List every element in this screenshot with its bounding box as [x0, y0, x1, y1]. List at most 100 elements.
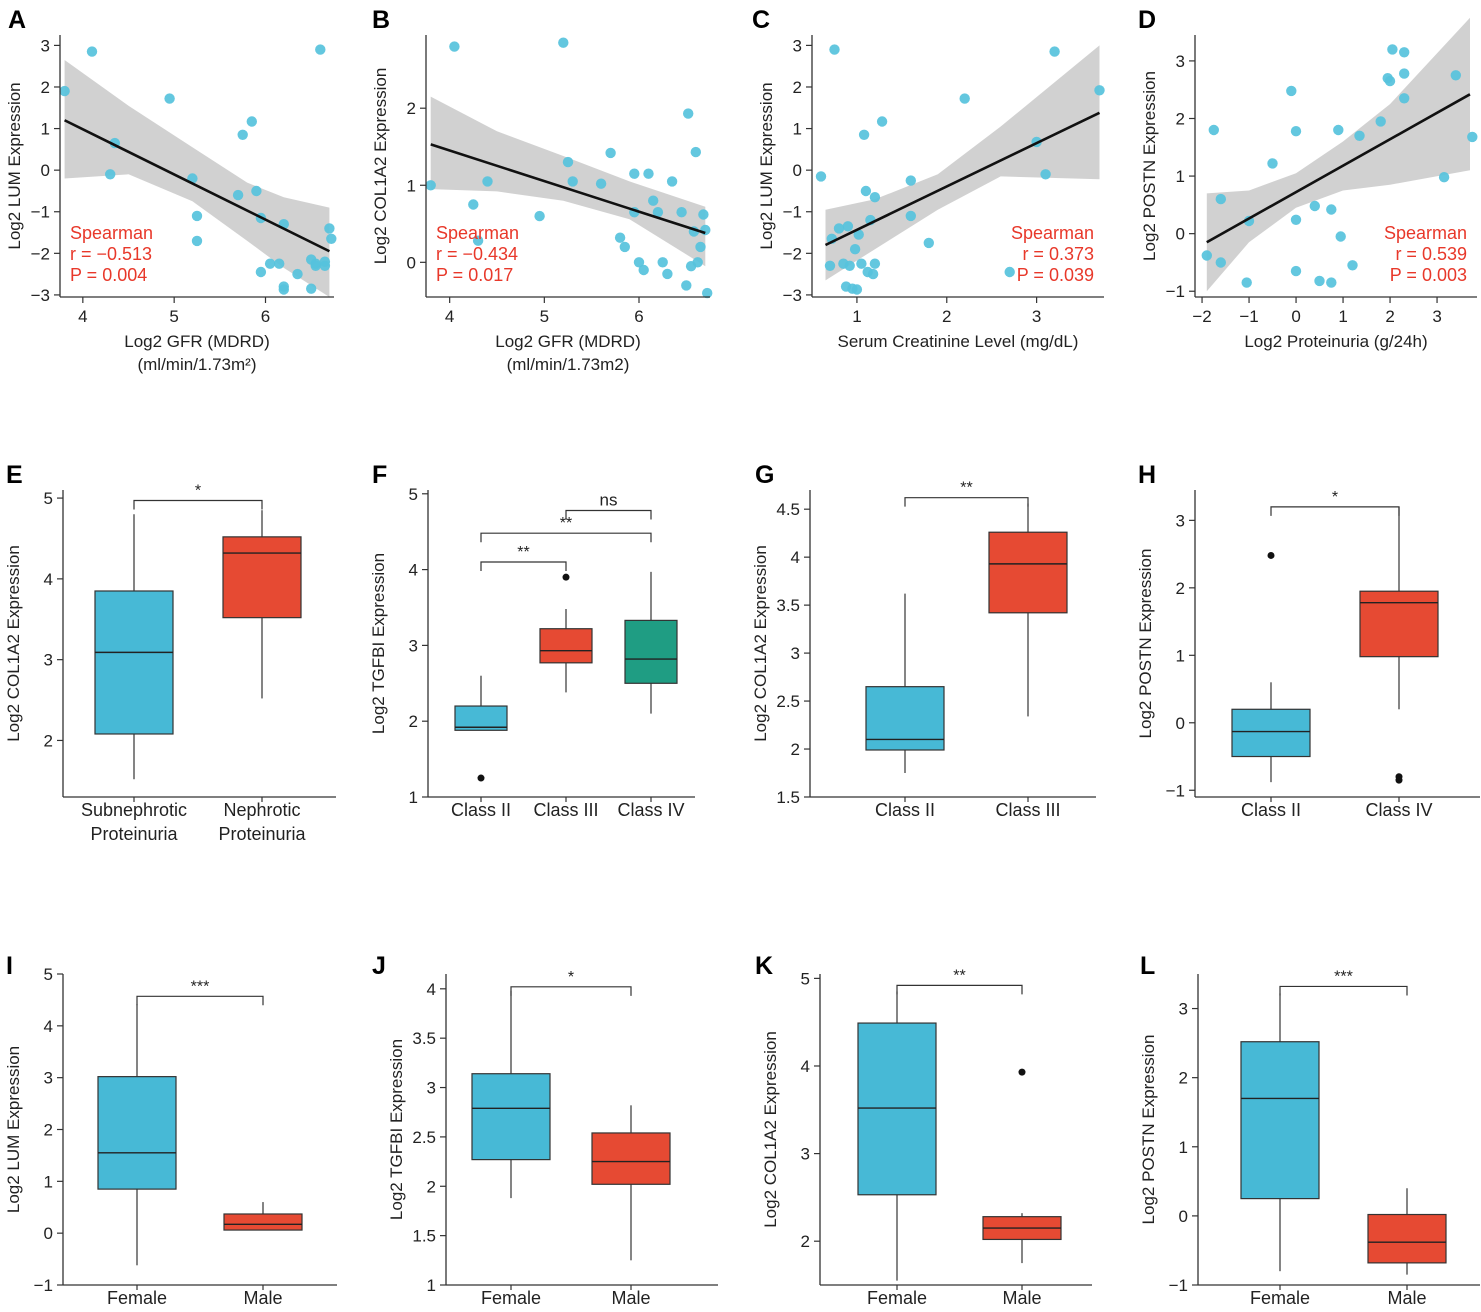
stat-p: P = 0.039 [1017, 265, 1094, 285]
data-point [251, 185, 262, 197]
data-point [425, 180, 436, 191]
stat-p: P = 0.017 [436, 265, 513, 285]
panel-letter-h: H [1138, 461, 1156, 489]
y-tick-label: 0 [1176, 714, 1185, 733]
data-point [255, 266, 267, 278]
data-point [595, 178, 607, 189]
data-point [614, 232, 626, 243]
y-tick-label: −2 [783, 244, 802, 263]
stat-r: r = −0.434 [436, 244, 518, 264]
y-axis-label: Log2 POSTN Expression [1139, 1035, 1158, 1225]
y-tick-label: 2 [41, 78, 50, 97]
y-tick-label: 3 [1179, 1000, 1188, 1019]
y-tick-label: 1.5 [412, 1227, 436, 1246]
category-label: Class III [995, 800, 1060, 820]
data-point [1399, 47, 1410, 58]
box [454, 705, 508, 731]
stat-method: Spearman [436, 223, 519, 243]
y-tick-label: 4 [44, 570, 53, 589]
stat-p: P = 0.004 [70, 265, 147, 285]
box [865, 686, 945, 751]
box [223, 1213, 303, 1231]
data-point [1040, 169, 1051, 180]
data-point [105, 169, 116, 180]
significance-label: * [195, 483, 201, 500]
y-tick-label: 3 [409, 636, 418, 655]
significance-label: ** [953, 967, 965, 984]
x-tick-label: 1 [1338, 307, 1347, 326]
significance-bracket [136, 995, 264, 1006]
data-point [1309, 200, 1321, 212]
data-point [274, 258, 285, 269]
y-tick-label: 0 [44, 1224, 53, 1243]
y-tick-label: 2 [44, 1121, 53, 1140]
data-point [326, 233, 337, 244]
data-point [605, 147, 616, 159]
data-point [1267, 158, 1278, 169]
x-tick-label: 5 [540, 307, 549, 326]
x-tick-label: 3 [1432, 307, 1441, 326]
y-tick-label: 3 [791, 644, 800, 663]
data-point [633, 257, 645, 268]
data-point [1286, 85, 1297, 97]
panel-i: I *** Female Male −1 0 1 2 3 4 5 Log2 LUM Expressio… [4, 952, 337, 1308]
y-tick-label: 1 [427, 1276, 436, 1295]
box [1367, 1213, 1447, 1264]
data-point [1215, 193, 1227, 205]
data-point [683, 108, 694, 119]
y-tick-label: 0 [1176, 225, 1185, 244]
category-label: Male [611, 1288, 650, 1308]
box [94, 590, 174, 735]
stat-method: Spearman [1384, 223, 1467, 243]
box [1240, 1041, 1320, 1200]
category-label: Nephrotic [223, 800, 300, 820]
data-point [959, 93, 970, 104]
data-point [232, 189, 244, 201]
data-point [1438, 172, 1450, 183]
stat-method: Spearman [1011, 223, 1094, 243]
data-point [853, 229, 864, 240]
y-tick-label: −1 [31, 203, 50, 222]
x-axis-label-units: (ml/min/1.73m²) [137, 355, 256, 374]
stat-r: r = 0.539 [1395, 244, 1467, 264]
y-axis-label: Log2 COL1A2 Expression [4, 545, 23, 742]
category-label: Male [1387, 1288, 1426, 1308]
data-point [876, 116, 888, 127]
box [471, 1073, 551, 1161]
y-tick-label: 0 [407, 253, 416, 272]
outlier-point [1018, 1068, 1026, 1076]
y-tick-label: 5 [801, 969, 810, 988]
data-point [558, 37, 569, 48]
panel-letter-b: B [372, 6, 390, 34]
data-point [700, 224, 711, 236]
data-point [1333, 124, 1344, 136]
data-point [1467, 131, 1478, 143]
data-point [1326, 204, 1337, 215]
data-point [1290, 214, 1302, 225]
stat-method: Spearman [70, 223, 153, 243]
panel-g: G ** Class II Class III 1.5 2 2.5 3 3.5 4 4.5 Log2 … [751, 461, 1096, 820]
panel-letter-j: J [372, 952, 386, 980]
y-axis-label: Log2 POSTN Expression [1140, 71, 1159, 261]
y-tick-label: 0 [793, 161, 802, 180]
data-point [860, 185, 872, 197]
significance-label: ns [600, 490, 618, 509]
box [624, 619, 678, 684]
significance-label: ** [960, 480, 972, 497]
box [97, 1076, 177, 1190]
data-point [923, 237, 934, 249]
category-label: Proteinuria [90, 824, 178, 844]
category-label: Male [243, 1288, 282, 1308]
data-point [1326, 277, 1337, 288]
category-label: Male [1002, 1288, 1041, 1308]
data-point [472, 235, 484, 246]
data-point [1387, 44, 1398, 55]
panel-letter-g: G [755, 461, 774, 489]
y-tick-label: 3 [1176, 511, 1185, 530]
panel-letter-f: F [372, 461, 387, 489]
category-label: Class II [875, 800, 935, 820]
x-tick-label: −1 [1239, 307, 1258, 326]
data-point [310, 260, 321, 271]
y-tick-label: 3.5 [412, 1029, 436, 1048]
